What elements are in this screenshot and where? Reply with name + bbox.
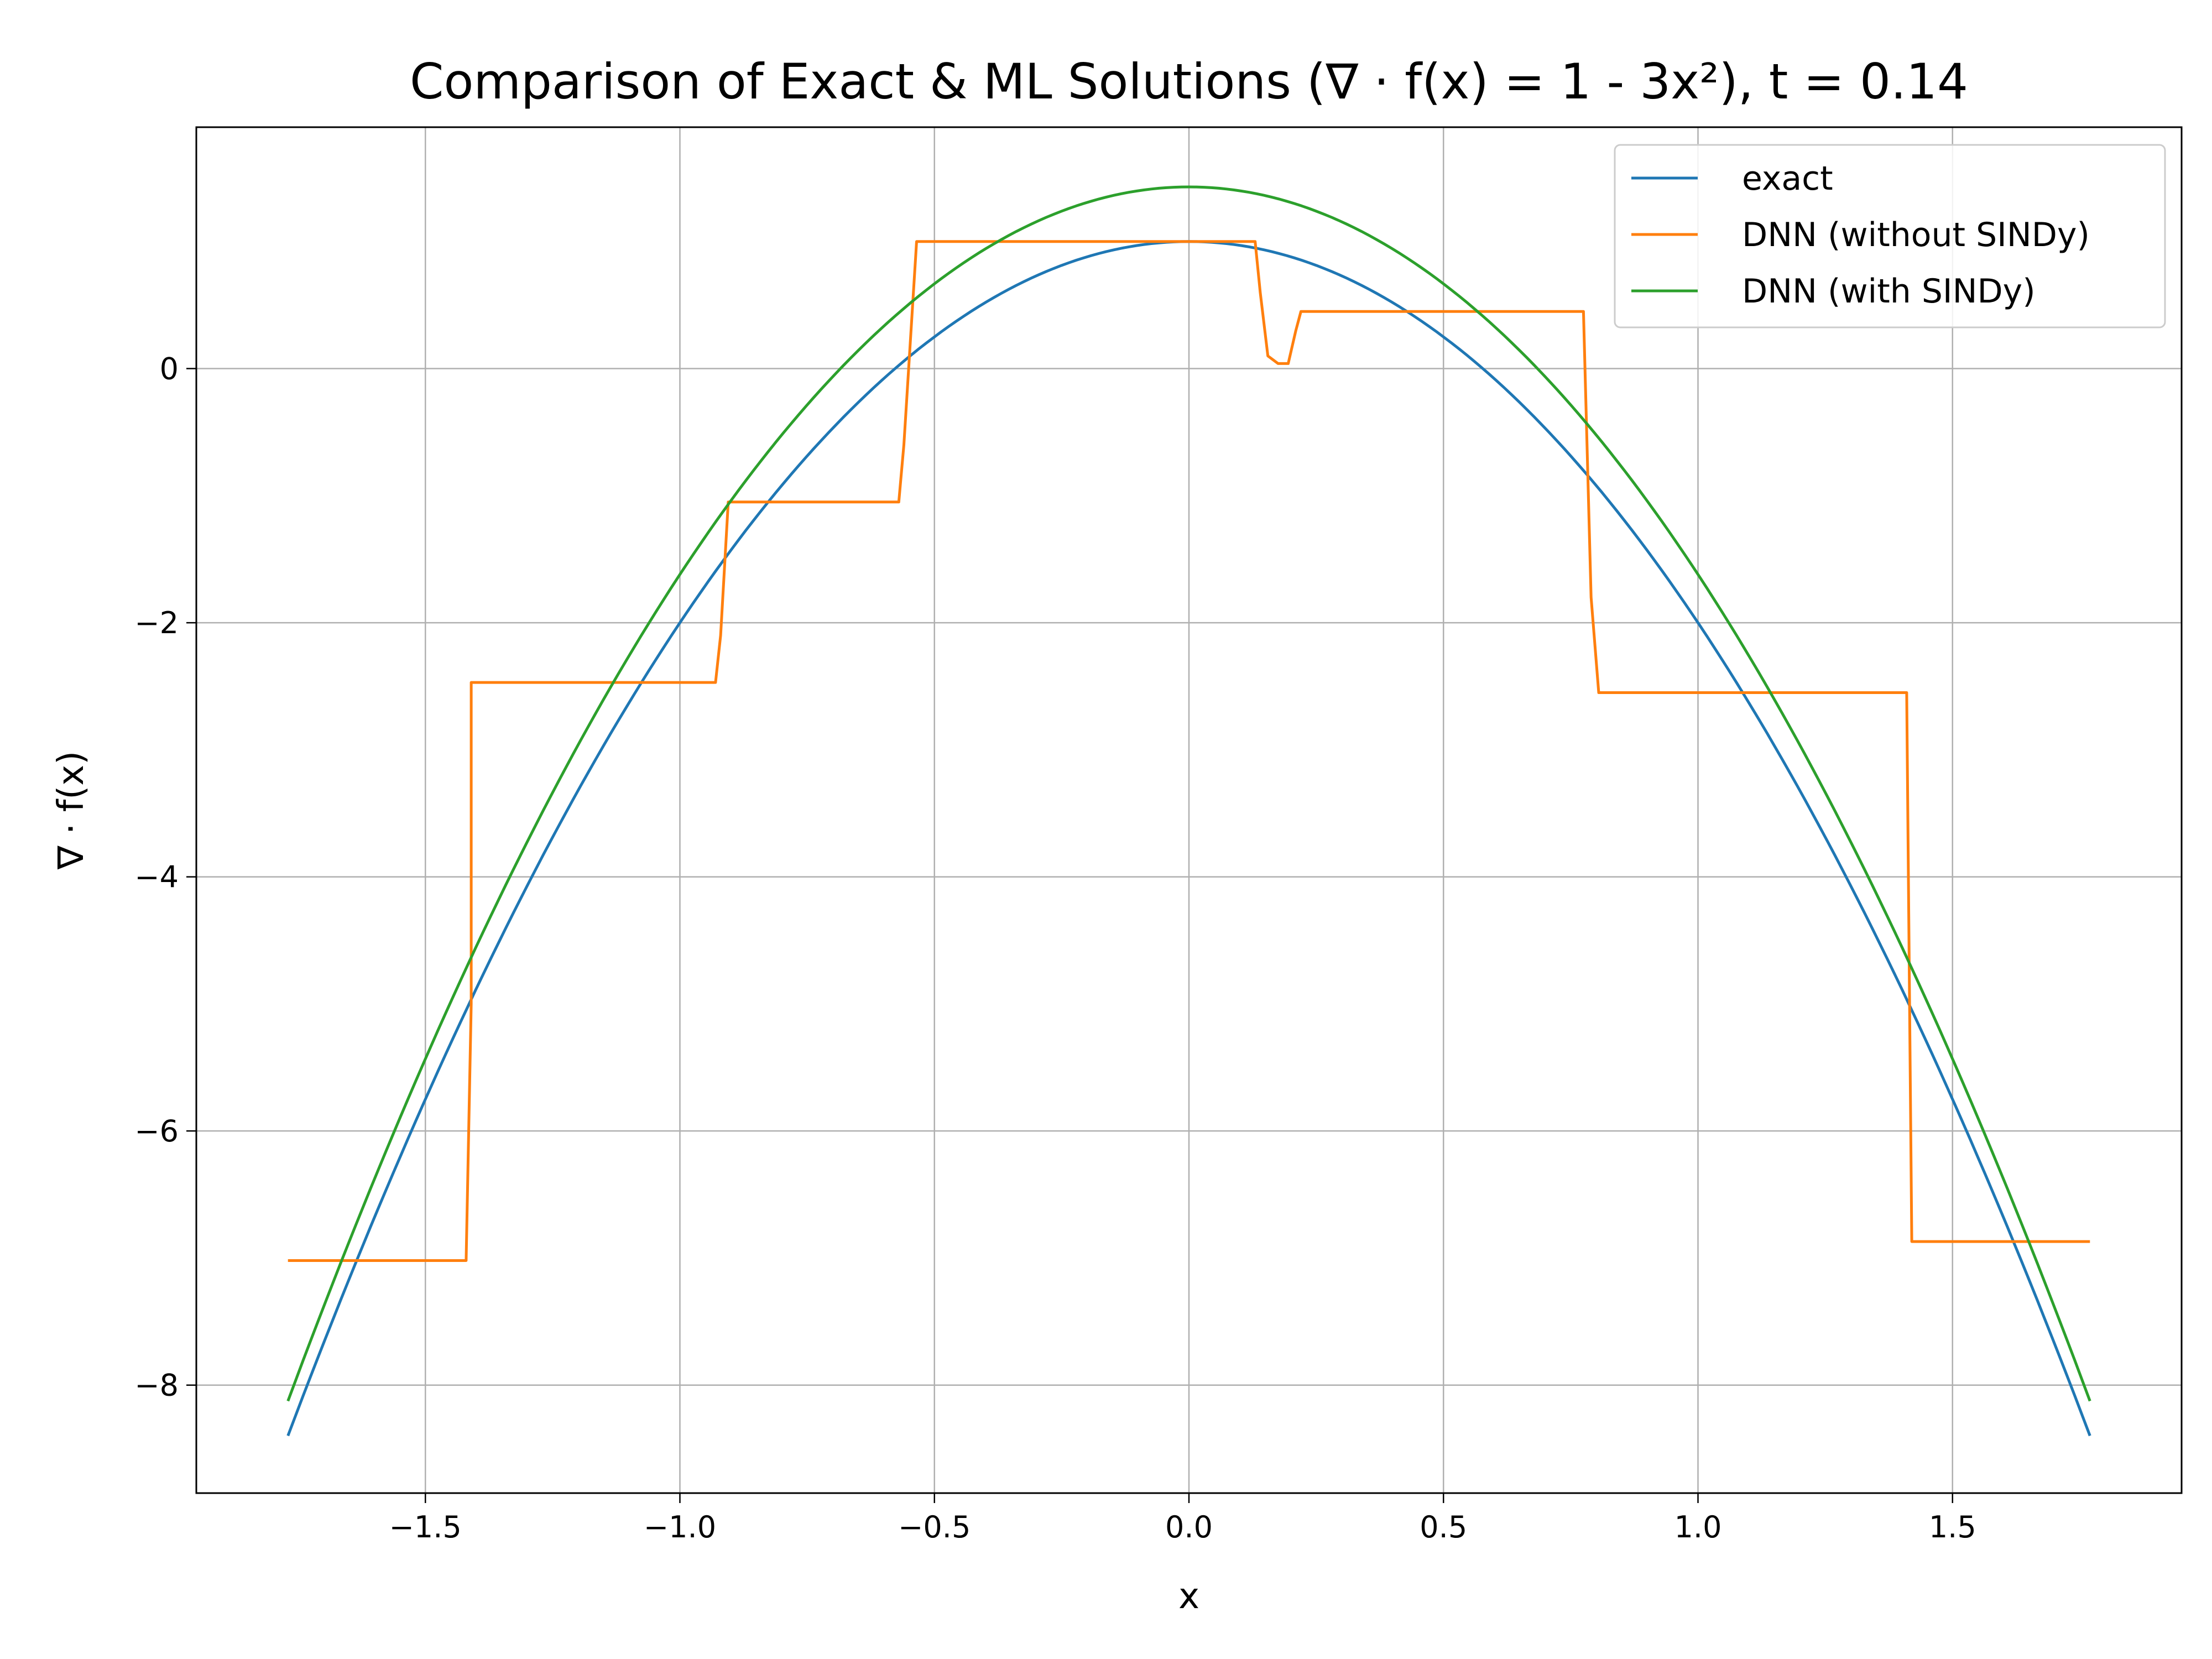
y-tick-label: −8 xyxy=(134,1368,179,1403)
y-tick-label: −2 xyxy=(134,606,179,640)
series-line-1 xyxy=(288,240,2090,1262)
plot-series xyxy=(286,185,2091,1437)
y-tick-label: −4 xyxy=(134,860,179,895)
chart-title: Comparison of Exact & ML Solutions (∇ · … xyxy=(410,53,1968,110)
x-tick-label: 0.0 xyxy=(1165,1510,1213,1545)
legend-label-0: exact xyxy=(1742,159,1833,198)
axis-ticks: −1.5 −1.0 −0.5 0.0 0.5 1.0 1.5 0 −2 −4 −6 −8 xyxy=(134,352,1976,1545)
legend: exact DNN (without SINDy) DNN (with SINDy) xyxy=(1614,144,2166,328)
legend-label-1: DNN (without SINDy) xyxy=(1742,216,2090,254)
x-tick-label: 1.5 xyxy=(1929,1510,1976,1545)
x-tick-label: −1.0 xyxy=(644,1510,716,1545)
x-axis-label: x xyxy=(1178,1576,1199,1617)
y-tick-label: −6 xyxy=(134,1114,179,1149)
grid xyxy=(196,127,2182,1493)
y-axis-label: ∇ · f(x) xyxy=(51,751,92,870)
x-tick-label: −0.5 xyxy=(898,1510,971,1545)
y-tick-label: 0 xyxy=(160,352,179,387)
x-tick-label: 1.0 xyxy=(1674,1510,1722,1545)
legend-label-2: DNN (with SINDy) xyxy=(1742,272,2036,311)
x-tick-label: 0.5 xyxy=(1420,1510,1467,1545)
x-tick-label: −1.5 xyxy=(389,1510,462,1545)
series-line-2 xyxy=(286,185,2091,1402)
legend-box xyxy=(1614,144,2166,328)
